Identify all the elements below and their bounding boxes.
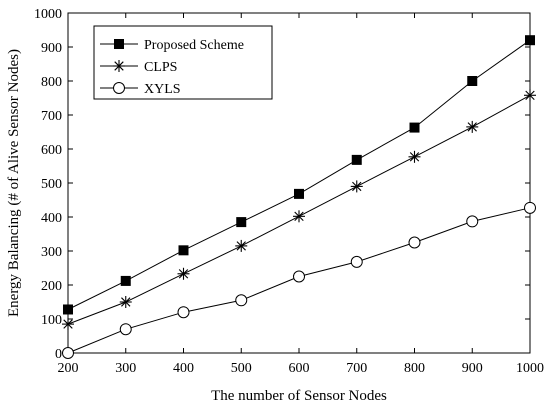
y-tick-label: 100 xyxy=(41,313,62,328)
x-tick-label: 700 xyxy=(346,361,367,376)
data-point-series-0 xyxy=(63,304,73,315)
data-point-series-1 xyxy=(62,318,74,331)
y-tick-label: 600 xyxy=(41,143,62,158)
data-point-series-0 xyxy=(120,275,131,286)
data-point-series-2 xyxy=(350,255,363,268)
data-point-series-2 xyxy=(62,347,74,359)
y-tick-label: 200 xyxy=(41,279,62,294)
data-point-series-0 xyxy=(294,188,304,199)
data-point-series-2 xyxy=(466,215,479,228)
legend-marker xyxy=(114,39,124,49)
x-tick-label: 400 xyxy=(173,361,194,376)
series-line-1 xyxy=(67,94,531,325)
y-tick-label: 800 xyxy=(41,75,62,90)
x-tick-label: 300 xyxy=(115,361,136,376)
y-axis-label: Energy Balancing (# of Alive Sensor Node… xyxy=(6,49,22,317)
data-point-series-2 xyxy=(235,294,248,307)
data-point-series-0 xyxy=(178,245,189,256)
x-tick-label: 1000 xyxy=(516,361,544,376)
data-point-series-2 xyxy=(408,236,421,249)
data-point-series-0 xyxy=(409,122,420,133)
y-tick-label: 300 xyxy=(41,245,62,260)
y-tick-label: 1000 xyxy=(34,7,62,22)
x-tick-label: 500 xyxy=(231,361,252,376)
x-tick-label: 800 xyxy=(404,361,425,376)
legend-marker xyxy=(113,82,125,94)
data-point-series-1 xyxy=(235,239,248,252)
y-tick-label: 400 xyxy=(41,211,62,226)
legend: Proposed Scheme CLPS XYLS xyxy=(93,25,273,100)
data-point-series-1 xyxy=(408,150,421,163)
x-tick-label: 900 xyxy=(462,361,483,376)
legend-marker xyxy=(113,60,125,72)
y-tick-label: 0 xyxy=(55,347,62,362)
data-point-series-2 xyxy=(119,323,132,336)
legend-entry: CLPS xyxy=(144,60,177,75)
legend-entry: Proposed Scheme xyxy=(144,38,244,53)
y-tick-label: 700 xyxy=(41,109,62,124)
axis-ticks: 200 300 400 500 600 700 800 900 1000 0 100 200 300 40… xyxy=(34,7,544,376)
x-axis-label: The number of Sensor Nodes xyxy=(211,388,387,404)
data-point-series-1 xyxy=(524,89,536,102)
data-point-series-1 xyxy=(350,180,363,193)
legend-entry: XYLS xyxy=(144,82,181,97)
data-point-series-1 xyxy=(293,210,305,223)
y-tick-label: 500 xyxy=(41,177,62,192)
data-point-series-0 xyxy=(351,154,362,165)
data-point-series-0 xyxy=(525,35,535,46)
data-point-series-2 xyxy=(524,201,536,214)
data-point-series-1 xyxy=(177,267,190,280)
data-point-series-2 xyxy=(293,270,305,283)
series-markers xyxy=(62,35,536,359)
data-point-series-0 xyxy=(236,217,247,228)
data-point-series-1 xyxy=(466,120,479,133)
data-point-series-1 xyxy=(119,296,132,308)
x-tick-label: 200 xyxy=(58,361,79,376)
data-point-series-0 xyxy=(467,76,478,86)
y-tick-label: 900 xyxy=(41,41,62,56)
data-point-series-2 xyxy=(177,306,190,319)
x-tick-label: 600 xyxy=(289,361,310,376)
